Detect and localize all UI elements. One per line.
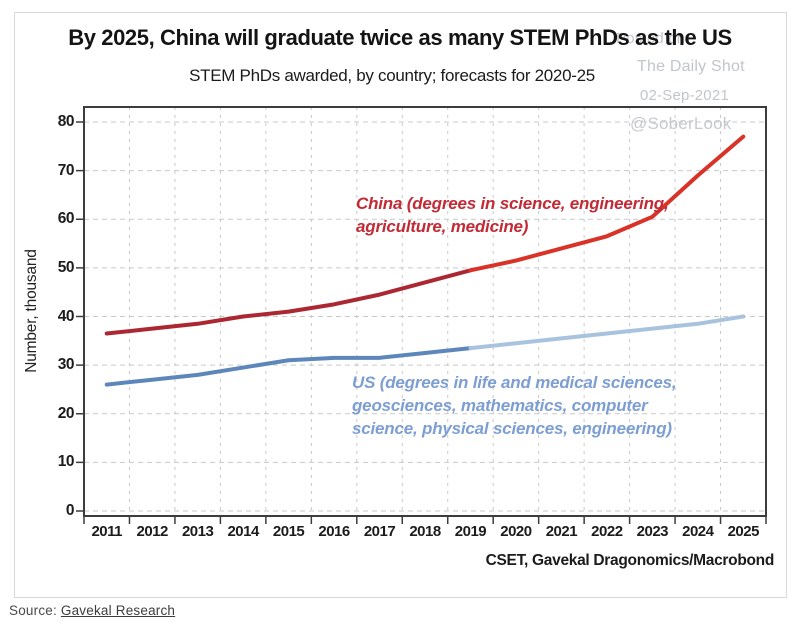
us-line-history (104, 346, 473, 387)
plot-border (83, 106, 767, 517)
watermark-daily-shot: The Daily Shot (637, 58, 745, 75)
y-tick-label: 70 (57, 161, 75, 179)
x-tick-label: 2017 (363, 523, 396, 540)
china-line-forecast (468, 134, 746, 273)
gridlines (84, 107, 766, 516)
x-tick-label: 2024 (682, 523, 714, 540)
x-tick-label: 2018 (409, 523, 441, 540)
y-tick-label: 40 (57, 307, 75, 325)
us-series-annotation: US (degrees in life and medical sciences… (352, 373, 677, 438)
x-tick-label: 2021 (545, 523, 578, 540)
chart-subtitle: STEM PhDs awarded, by country; forecasts… (189, 66, 595, 85)
chart-title: By 2025, China will graduate twice as ma… (68, 25, 732, 50)
y-tick-label: 20 (57, 404, 75, 422)
watermark-date: 02-Sep-2021 (640, 87, 729, 104)
x-tick-label: 2013 (181, 523, 214, 540)
source-prefix: Source: (9, 603, 61, 618)
china-series-annotation: China (degrees in science, engineering, … (356, 194, 669, 236)
data-attribution: CSET, Gavekal Dragonomics/Macrobond (485, 552, 775, 569)
plot-svg (76, 106, 767, 524)
x-tick-label: 2020 (500, 523, 532, 540)
x-tick-label: 2014 (227, 523, 259, 540)
y-tick-label: 30 (57, 356, 75, 374)
us-line-forecast (468, 314, 746, 351)
y-tick-label: 60 (57, 210, 75, 228)
chart-card (14, 12, 787, 598)
x-tick-label: 2025 (727, 523, 760, 540)
axis-ticks (76, 121, 767, 524)
watermark-handle: @SoberLook (630, 114, 732, 133)
watermark-posted-on: Posted on (616, 30, 686, 47)
china-line-history (104, 268, 473, 336)
x-tick-label: 2012 (136, 523, 169, 540)
y-tick-label: 50 (57, 258, 75, 276)
x-tick-label: 2016 (318, 523, 350, 540)
y-tick-label: 10 (57, 453, 75, 471)
x-tick-label: 2022 (591, 523, 623, 540)
x-tick-label: 2023 (636, 523, 669, 540)
y-tick-label: 0 (65, 502, 75, 519)
x-tick-label: 2011 (91, 523, 122, 540)
x-tick-label: 2015 (272, 523, 305, 540)
source-link[interactable]: Gavekal Research (60, 603, 176, 618)
y-tick-label: 80 (57, 113, 75, 130)
source-line: Source: Gavekal Research (9, 603, 175, 618)
x-tick-label: 2019 (454, 523, 487, 540)
